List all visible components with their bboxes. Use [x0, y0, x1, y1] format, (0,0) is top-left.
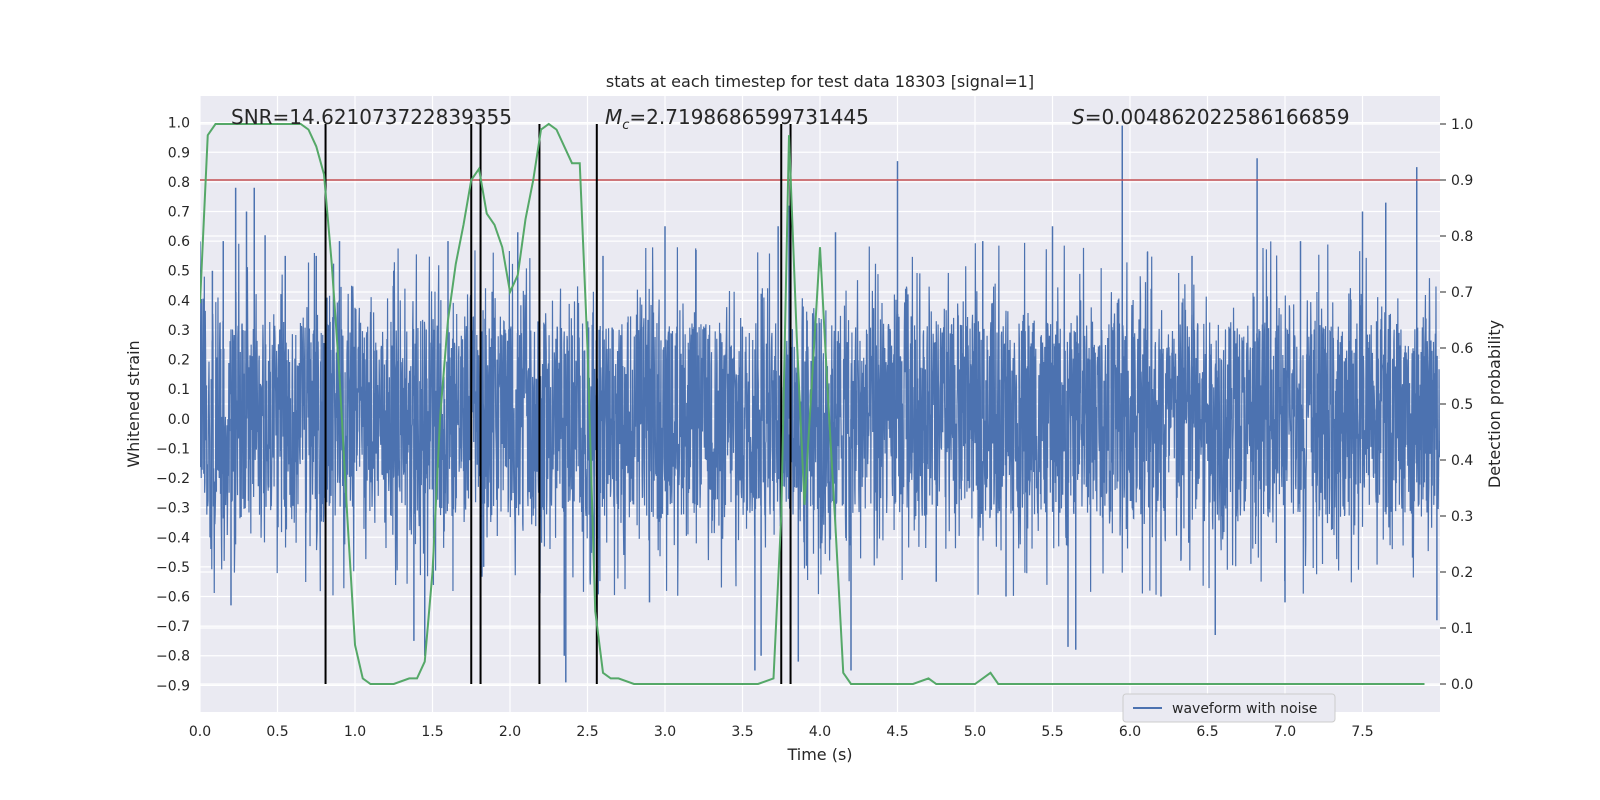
legend-box — [1122, 693, 1336, 723]
y-left-tick-label: 0.7 — [168, 205, 190, 221]
y-left-tick-label: 0.2 — [168, 353, 190, 369]
x-tick-label: 1.5 — [421, 724, 443, 740]
chart-title: stats at each timestep for test data 183… — [606, 72, 1034, 91]
y-right-tick-label: 0.6 — [1451, 341, 1473, 357]
plot-series — [200, 122, 1440, 685]
chirp-mass-value: =2.7198686599731445 — [629, 105, 868, 129]
s-annotation: S=0.004862022586166859 — [1072, 105, 1350, 129]
y-left-tick-label: −0.6 — [156, 590, 190, 606]
y-right-tick-label: 0.8 — [1451, 229, 1473, 245]
y-axis-left: 1.0 0.9 0.8 0.7 0.6 0.5 0.4 0.3 0.2 0.1 0.0 −0.1 −0.… — [156, 116, 190, 695]
y-right-tick-label: 0.9 — [1451, 173, 1473, 189]
x-tick-label: 3.0 — [654, 724, 676, 740]
x-tick-label: 6.5 — [1196, 724, 1218, 740]
y-left-tick-label: 0.5 — [168, 264, 190, 280]
y-left-tick-label: −0.8 — [156, 649, 190, 665]
y-axis-left-label: Whitened strain — [124, 340, 143, 467]
y-right-tick-label: 0.1 — [1451, 621, 1473, 637]
y-left-tick-label: −0.1 — [156, 441, 190, 457]
x-tick-label: 4.0 — [809, 724, 831, 740]
x-axis-label: Time (s) — [786, 745, 852, 764]
x-tick-label: 3.5 — [731, 724, 753, 740]
y-left-tick-label: 0.3 — [168, 323, 190, 339]
x-tick-label: 0.5 — [266, 724, 288, 740]
x-tick-label: 7.0 — [1274, 724, 1296, 740]
y-left-tick-label: −0.7 — [156, 619, 190, 635]
waveform-line — [200, 241, 1440, 596]
y-right-tick-label: 0.5 — [1451, 397, 1473, 413]
x-tick-label: 1.0 — [344, 724, 366, 740]
chirp-mass-symbol: M — [605, 105, 622, 129]
x-axis: 0.0 0.5 1.0 1.5 2.0 2.5 3.0 3.5 4.0 4.5 5.0 5.5 6.0 6… — [189, 724, 1374, 740]
y-left-tick-label: −0.9 — [156, 678, 190, 694]
s-symbol: S — [1072, 105, 1085, 129]
legend: waveform with noise — [1122, 693, 1336, 723]
y-left-tick-label: 0.4 — [168, 293, 190, 309]
y-left-tick-label: −0.2 — [156, 471, 190, 487]
y-left-tick-label: 0.8 — [168, 175, 190, 191]
y-left-tick-label: 0.6 — [168, 234, 190, 250]
y-left-tick-label: −0.4 — [156, 530, 190, 546]
y-right-tick-label: 1.0 — [1451, 117, 1473, 133]
y-axis-right-label: Detection probability — [1485, 320, 1504, 488]
x-tick-label: 2.5 — [576, 724, 598, 740]
y-right-tick-label: 0.0 — [1451, 677, 1473, 693]
chirp-mass-subscript: c — [622, 118, 629, 133]
x-tick-label: 5.0 — [964, 724, 986, 740]
x-tick-label: 6.0 — [1119, 724, 1141, 740]
legend-label: waveform with noise — [1172, 701, 1317, 717]
y-axis-right: 1.0 0.9 0.8 0.7 0.6 0.5 0.4 0.3 0.2 0.1 0.0 — [1440, 117, 1473, 693]
chirp-mass-annotation: Mc=2.7198686599731445 — [605, 105, 869, 133]
y-left-tick-label: 0.1 — [168, 382, 190, 398]
y-right-tick-label: 0.4 — [1451, 453, 1473, 469]
y-left-tick-label: 0.9 — [168, 145, 190, 161]
probability-series — [200, 122, 1425, 685]
snr-annotation: SNR=14.621073722839355 — [231, 105, 512, 129]
y-left-tick-label: 1.0 — [168, 116, 190, 132]
x-tick-label: 5.5 — [1041, 724, 1063, 740]
crossing-lines — [324, 124, 792, 684]
x-tick-label: 0.0 — [189, 724, 211, 740]
probability-line — [200, 122, 1425, 685]
y-right-tick-label: 0.3 — [1451, 509, 1473, 525]
s-value: =0.004862022586166859 — [1085, 105, 1350, 129]
y-left-tick-label: −0.3 — [156, 501, 190, 517]
y-left-tick-label: 0.0 — [168, 412, 190, 428]
x-tick-label: 4.5 — [886, 724, 908, 740]
waveform-series — [200, 125, 1440, 683]
y-left-tick-label: −0.5 — [156, 560, 190, 576]
y-right-tick-label: 0.2 — [1451, 565, 1473, 581]
x-tick-label: 2.0 — [499, 724, 521, 740]
y-right-tick-label: 0.7 — [1451, 285, 1473, 301]
x-tick-label: 7.5 — [1351, 724, 1373, 740]
